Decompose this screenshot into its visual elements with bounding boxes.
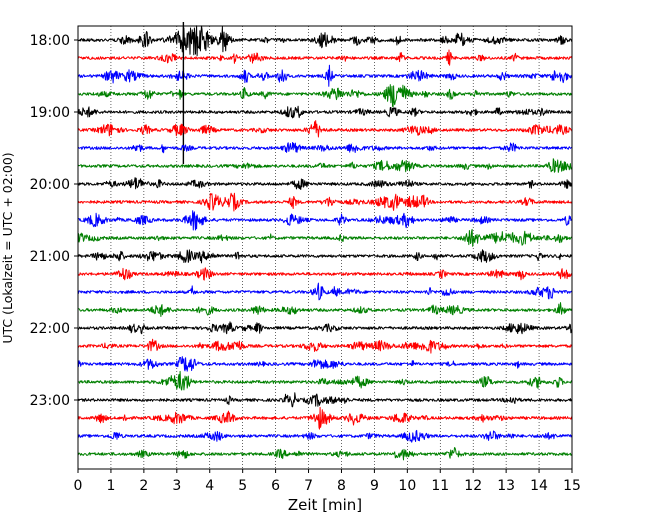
trace-23:15 xyxy=(77,406,573,430)
x-tick-label-8: 8 xyxy=(337,478,346,494)
trace-23:00 xyxy=(77,392,573,408)
plot-frame xyxy=(77,25,573,470)
trace-21:00 xyxy=(78,249,573,264)
y-tick-label-22:00: 22:00 xyxy=(30,321,70,337)
trace-22:30 xyxy=(77,356,573,372)
trace-20:30 xyxy=(77,210,573,231)
trace-22:15 xyxy=(77,338,573,354)
x-tick-label-7: 7 xyxy=(304,478,313,494)
trace-20:15 xyxy=(77,192,573,212)
y-axis-label: UTC (Lokalzeit = UTC + 02:00) xyxy=(0,152,15,343)
x-tick-label-0: 0 xyxy=(74,478,83,494)
trace-19:15 xyxy=(77,120,573,138)
y-axis: 18:00 19:00 20:00 21:00 22:00 23:00 xyxy=(30,33,78,409)
y-tick-label-21:00: 21:00 xyxy=(30,249,70,265)
x-tick-label-6: 6 xyxy=(271,478,280,494)
y-tick-label-19:00: 19:00 xyxy=(30,105,70,121)
x-tick-label-11: 11 xyxy=(431,478,449,494)
x-tick-label-14: 14 xyxy=(530,478,548,494)
trace-23:45 xyxy=(77,447,573,461)
trace-18:00 xyxy=(77,25,573,57)
trace-18:45 xyxy=(77,84,573,108)
trace-19:30 xyxy=(77,142,573,154)
trace-18:30 xyxy=(77,64,573,87)
grid-lines xyxy=(110,26,540,469)
trace-lines xyxy=(77,22,573,461)
x-tick-label-5: 5 xyxy=(238,478,247,494)
y-tick-label-23:00: 23:00 xyxy=(30,393,70,409)
trace-23:30 xyxy=(77,429,573,443)
x-tick-label-1: 1 xyxy=(106,478,115,494)
x-tick-label-10: 10 xyxy=(398,478,416,494)
x-tick-label-3: 3 xyxy=(172,478,181,494)
x-tick-label-12: 12 xyxy=(464,478,482,494)
trace-20:00 xyxy=(77,177,573,190)
trace-21:45 xyxy=(77,302,573,317)
trace-19:45 xyxy=(77,158,573,173)
x-tick-label-9: 9 xyxy=(370,478,379,494)
x-tick-label-2: 2 xyxy=(139,478,148,494)
x-axis: 0 1 2 3 4 5 6 7 8 9 10 11 12 13 14 15 xyxy=(74,469,581,494)
trace-18:15 xyxy=(77,49,573,66)
x-tick-label-13: 13 xyxy=(497,478,515,494)
trace-22:45 xyxy=(77,370,573,391)
trace-21:30 xyxy=(77,282,573,301)
y-tick-label-20:00: 20:00 xyxy=(30,177,70,193)
trace-21:15 xyxy=(77,267,573,281)
y-tick-label-18:00: 18:00 xyxy=(30,33,70,49)
trace-19:00 xyxy=(77,105,572,119)
x-tick-label-4: 4 xyxy=(205,478,214,494)
trace-20:45 xyxy=(77,228,573,247)
trace-22:00 xyxy=(77,321,573,335)
x-tick-label-15: 15 xyxy=(563,478,581,494)
x-axis-label: Zeit [min] xyxy=(288,496,362,514)
